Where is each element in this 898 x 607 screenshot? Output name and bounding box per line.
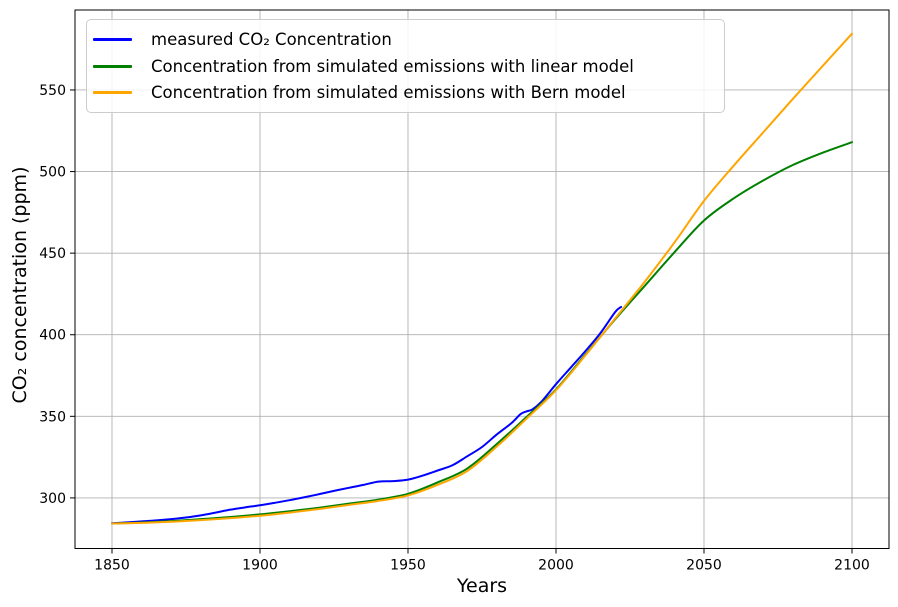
ticks xyxy=(70,89,853,554)
legend-item-bern-model[interactable]: Concentration from simulated emissions w… xyxy=(93,79,724,106)
y-tick-label: 400 xyxy=(39,328,66,344)
series-line-bern-model xyxy=(111,32,853,525)
y-axis-title: CO₂ concentration (ppm) xyxy=(9,166,31,404)
legend-line-swatch-orange xyxy=(93,91,132,95)
x-tick-label: 2000 xyxy=(538,558,574,574)
legend-line-swatch-green xyxy=(93,64,132,68)
x-axis-title: Years xyxy=(456,575,508,597)
legend-line-swatch-blue xyxy=(93,37,132,41)
legend-label-linear-model: Concentration from simulated emissions w… xyxy=(151,56,634,76)
y-tick-label: 300 xyxy=(39,491,66,507)
series-line-linear-model xyxy=(111,141,853,525)
legend-label-measured: measured CO₂ Concentration xyxy=(151,29,392,49)
tick-labels: 1850 1900 1950 2000 2050 2100 300 350 400 450 500 5… xyxy=(39,83,870,574)
y-tick-label: 450 xyxy=(39,246,66,262)
axes-frame xyxy=(74,9,890,549)
x-tick-label: 1850 xyxy=(94,558,130,574)
x-tick-label: 1950 xyxy=(390,558,426,574)
x-tick-label: 2100 xyxy=(834,558,870,574)
legend-item-linear-model[interactable]: Concentration from simulated emissions w… xyxy=(93,53,724,80)
y-tick-label: 500 xyxy=(39,165,66,181)
x-tick-label: 1900 xyxy=(242,558,278,574)
legend-item-measured[interactable]: measured CO₂ Concentration xyxy=(93,26,724,53)
series-line-measured xyxy=(111,305,623,525)
x-tick-label: 2050 xyxy=(686,558,722,574)
legend: measured CO₂ Concentration Concentration… xyxy=(86,19,725,113)
y-tick-label: 350 xyxy=(39,409,66,425)
y-tick-label: 550 xyxy=(39,83,66,99)
legend-label-bern-model: Concentration from simulated emissions w… xyxy=(151,83,626,103)
